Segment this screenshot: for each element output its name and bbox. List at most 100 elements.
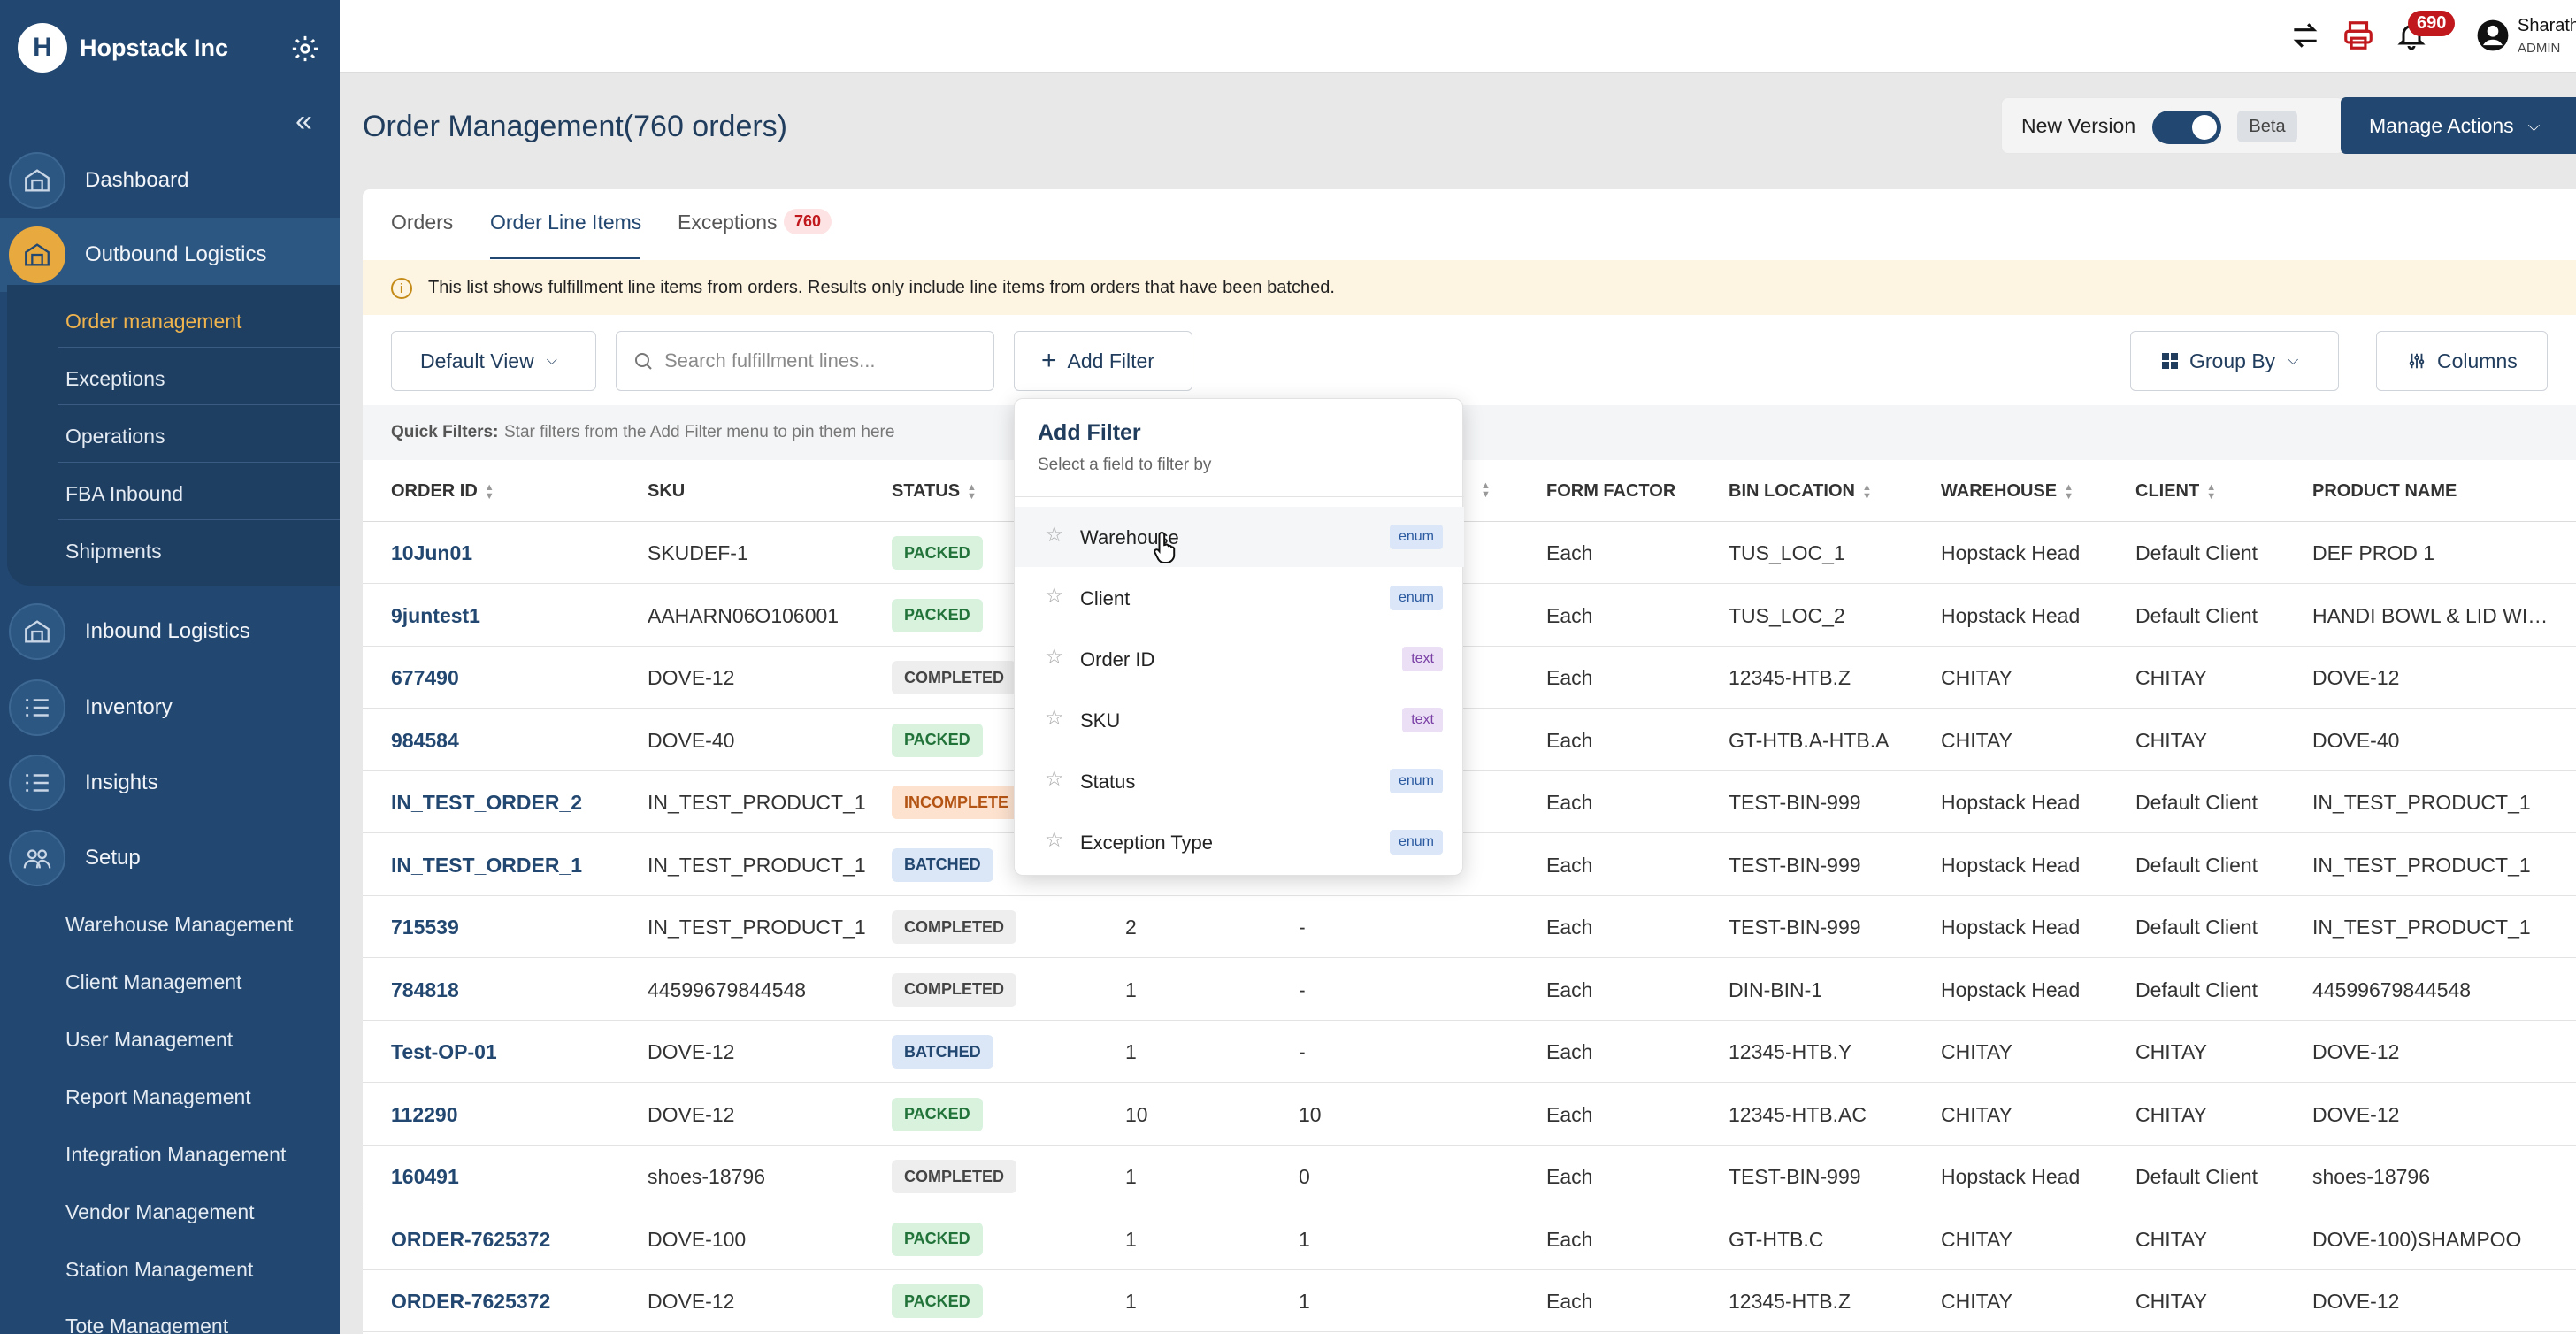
new-version-toggle[interactable] bbox=[2152, 111, 2221, 144]
table-row[interactable]: 9juntest1 AAHARN06O106001 Each TUS_LOC_2 Hop… bbox=[363, 585, 2576, 647]
table-row[interactable]: 677490 DOVE-12 Each 12345-HTB.Z CHITAY CHITAY… bbox=[363, 647, 2576, 709]
filter-option-exception-type[interactable]: ☆ Exception Type enum bbox=[1015, 812, 1464, 872]
star-icon[interactable]: ☆ bbox=[1045, 828, 1064, 852]
cell-form-factor: Each bbox=[1546, 728, 1593, 752]
table-row[interactable]: 984584 DOVE-40 Each GT-HTB.A-HTB.A CHITAY CHI… bbox=[363, 709, 2576, 771]
sidebar-item-vendor-management[interactable]: Vendor Management bbox=[65, 1200, 255, 1223]
cell-order-id[interactable]: 715539 bbox=[391, 916, 459, 939]
sidebar-item-order-management[interactable]: Order management bbox=[65, 310, 242, 333]
sort-icon[interactable]: ▲ ▼ bbox=[484, 481, 494, 502]
sidebar-item-shipments[interactable]: Shipments bbox=[65, 540, 162, 563]
group-by-button[interactable]: Group By ⌵ bbox=[2130, 331, 2339, 391]
table-row[interactable]: IN_TEST_ORDER_2 IN_TEST_PRODUCT_1 Each TEST… bbox=[363, 771, 2576, 833]
cell-order-id[interactable]: 784818 bbox=[391, 978, 459, 1001]
cell-order-id[interactable]: 160491 bbox=[391, 1165, 459, 1188]
star-icon[interactable]: ☆ bbox=[1045, 706, 1064, 730]
grid-icon bbox=[2162, 353, 2178, 369]
column-sort-hidden[interactable]: ▲ ▼ bbox=[1474, 480, 1491, 500]
warehouse-icon bbox=[9, 603, 65, 660]
sort-icon[interactable]: ▲ ▼ bbox=[2064, 481, 2074, 502]
nav-insights[interactable]: Insights bbox=[0, 746, 340, 820]
nav-inventory[interactable]: Inventory bbox=[0, 671, 340, 745]
sort-icon[interactable]: ▲ ▼ bbox=[967, 481, 977, 502]
divider bbox=[58, 404, 340, 405]
table-row[interactable]: IN_TEST_ORDER_1 IN_TEST_PRODUCT_1 Each TEST… bbox=[363, 834, 2576, 896]
cell-order-id[interactable]: 9juntest1 bbox=[391, 603, 480, 627]
cell-order-id[interactable]: 677490 bbox=[391, 666, 459, 689]
cell-order-id[interactable]: 10Jun01 bbox=[391, 541, 473, 564]
tab-orders[interactable]: Orders bbox=[391, 211, 454, 234]
divider bbox=[58, 462, 340, 463]
filter-option-client[interactable]: ☆ Client enum bbox=[1015, 568, 1464, 628]
sidebar-item-user-management[interactable]: User Management bbox=[65, 1028, 234, 1051]
cell-bin-location: GT-HTB.C bbox=[1729, 1227, 1824, 1251]
sidebar-item-integration-management[interactable]: Integration Management bbox=[65, 1143, 287, 1166]
star-icon[interactable]: ☆ bbox=[1045, 523, 1064, 547]
filter-option-status[interactable]: ☆ Status enum bbox=[1015, 751, 1464, 811]
column-header-status[interactable]: STATUS ▲ ▼ bbox=[892, 481, 977, 502]
sidebar-item-exceptions[interactable]: Exceptions bbox=[65, 367, 165, 390]
filter-option-label: Client bbox=[1080, 587, 1131, 610]
sidebar-item-report-management[interactable]: Report Management bbox=[65, 1085, 251, 1108]
add-filter-button[interactable]: + Add Filter bbox=[1014, 331, 1192, 391]
printer-icon[interactable] bbox=[2339, 16, 2378, 55]
nav-outbound-logistics[interactable]: Outbound Logistics bbox=[0, 218, 340, 292]
cell-sku: IN_TEST_PRODUCT_1 bbox=[648, 853, 866, 877]
cell-client: CHITAY bbox=[2135, 728, 2207, 752]
manage-actions-button[interactable]: Manage Actions ⌵ bbox=[2341, 97, 2576, 154]
cell-order-id[interactable]: Test-OP-01 bbox=[391, 1040, 497, 1063]
cell-order-id[interactable]: IN_TEST_ORDER_1 bbox=[391, 853, 583, 877]
filter-option-order-id[interactable]: ☆ Order ID text bbox=[1015, 629, 1464, 689]
cell-order-id[interactable]: ORDER-7625372 bbox=[391, 1227, 551, 1251]
switch-arrows-icon[interactable] bbox=[2286, 16, 2325, 55]
table-row[interactable]: 112290 DOVE-12 10 10 Each 12345-HTB.AC CHITAY C… bbox=[363, 1084, 2576, 1146]
sidebar-item-operations[interactable]: Operations bbox=[65, 425, 165, 448]
settings-gear-icon[interactable] bbox=[290, 34, 320, 64]
brand[interactable]: H Hopstack Inc bbox=[18, 23, 228, 73]
cell-sku: AAHARN06O106001 bbox=[648, 603, 840, 627]
cell-order-id[interactable]: 984584 bbox=[391, 728, 459, 752]
column-header-client[interactable]: CLIENT ▲ ▼ bbox=[2135, 481, 2216, 502]
table-row[interactable]: 715539 IN_TEST_PRODUCT_1 2 - Each TEST-BIN-99… bbox=[363, 896, 2576, 958]
user-avatar-icon[interactable] bbox=[2473, 16, 2512, 55]
divider bbox=[58, 519, 340, 520]
user-name[interactable]: Sharath bbox=[2518, 16, 2576, 35]
column-header-order-id[interactable]: ORDER ID ▲ ▼ bbox=[391, 481, 494, 502]
star-icon[interactable]: ☆ bbox=[1045, 645, 1064, 669]
sort-icon[interactable]: ▲ ▼ bbox=[1861, 481, 1872, 502]
header-label: SKU bbox=[648, 481, 686, 501]
sidebar-item-tote-management[interactable]: Tote Management bbox=[65, 1315, 229, 1334]
default-view-dropdown[interactable]: Default View ⌵ bbox=[391, 331, 596, 391]
tab-order-line-items[interactable]: Order Line Items bbox=[490, 211, 642, 234]
star-icon[interactable]: ☆ bbox=[1045, 584, 1064, 608]
filter-option-warehouse[interactable]: ☆ Warehouse enum bbox=[1015, 507, 1464, 567]
table-row[interactable]: 160491 shoes-18796 1 0 Each TEST-BIN-999 Hopst… bbox=[363, 1146, 2576, 1208]
sort-icon[interactable]: ▲ ▼ bbox=[1481, 480, 1491, 500]
table-row[interactable]: 10Jun01 SKUDEF-1 Each TUS_LOC_1 Hopstack Hea… bbox=[363, 522, 2576, 584]
cell-order-id[interactable]: 112290 bbox=[391, 1102, 458, 1126]
sidebar-item-fba-inbound[interactable]: FBA Inbound bbox=[65, 482, 183, 505]
sort-icon[interactable]: ▲ ▼ bbox=[2206, 481, 2217, 502]
table-row[interactable]: ORDER-7625372 DOVE-12 1 1 Each 12345-HTB.Z CHI… bbox=[363, 1270, 2576, 1332]
sidebar-item-station-management[interactable]: Station Management bbox=[65, 1258, 254, 1281]
search-box[interactable] bbox=[616, 331, 994, 391]
table-row[interactable]: Test-OP-01 DOVE-12 1 - Each 12345-HTB.Y CHITAY… bbox=[363, 1021, 2576, 1083]
table-row[interactable]: ORDER-7625372 DOVE-100 1 1 Each GT-HTB.C CHITA… bbox=[363, 1208, 2576, 1270]
cell-order-id[interactable]: ORDER-7625372 bbox=[391, 1290, 551, 1313]
collapse-sidebar-icon[interactable]: « bbox=[295, 104, 312, 138]
column-header-bin-location[interactable]: BIN LOCATION ▲ ▼ bbox=[1729, 481, 1872, 502]
columns-button[interactable]: Columns bbox=[2376, 331, 2548, 391]
tab-exceptions[interactable]: Exceptions bbox=[678, 211, 778, 234]
sidebar-item-client-management[interactable]: Client Management bbox=[65, 970, 242, 993]
column-header-warehouse[interactable]: WAREHOUSE ▲ ▼ bbox=[1941, 481, 2074, 502]
cell-order-id[interactable]: IN_TEST_ORDER_2 bbox=[391, 791, 583, 814]
search-input[interactable] bbox=[664, 349, 965, 372]
star-icon[interactable]: ☆ bbox=[1045, 767, 1064, 791]
cell-bin-location: 12345-HTB.Z bbox=[1729, 666, 1852, 689]
sidebar-item-warehouse-management[interactable]: Warehouse Management bbox=[65, 913, 294, 936]
table-row[interactable]: 784818 44599679844548 1 - Each DIN-BIN-1 Hopst… bbox=[363, 959, 2576, 1021]
nav-inbound-logistics[interactable]: Inbound Logistics bbox=[0, 594, 340, 669]
nav-dashboard[interactable]: Dashboard bbox=[0, 143, 340, 218]
filter-option-sku[interactable]: ☆ SKU text bbox=[1015, 690, 1464, 750]
nav-setup[interactable]: Setup bbox=[0, 821, 340, 895]
